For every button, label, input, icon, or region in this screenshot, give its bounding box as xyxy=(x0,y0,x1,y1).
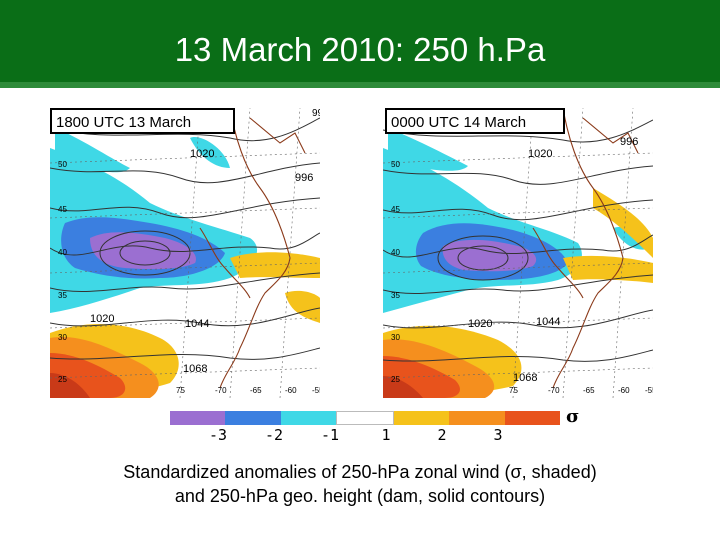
lat-label: 45 xyxy=(391,205,400,214)
lon-label: -55 xyxy=(645,386,653,395)
lon-label: 75 xyxy=(176,386,185,395)
colorbar-segment xyxy=(449,411,505,425)
lat-label: 30 xyxy=(58,333,67,342)
colorbar-tick: -2 xyxy=(264,426,284,444)
colorbar-unit-symbol: σ xyxy=(566,406,580,427)
map-right-graphic xyxy=(383,108,653,398)
lat-label: 45 xyxy=(58,205,67,214)
colorbar-tick: 3 xyxy=(493,426,503,444)
caption-line-2: and 250-hPa geo. height (dam, solid cont… xyxy=(174,486,546,506)
title-banner xyxy=(0,0,720,82)
lon-label: -55 xyxy=(312,386,320,395)
lon-label: -60 xyxy=(285,386,297,395)
height-label: 1044 xyxy=(536,316,561,328)
height-label: 1068 xyxy=(513,372,538,384)
slide-title: 13 March 2010: 250 h.Pa xyxy=(174,31,546,68)
lat-label: 30 xyxy=(391,333,400,342)
colorbar-tick: 2 xyxy=(437,426,447,444)
height-label: 996 xyxy=(295,172,314,184)
lat-label: 40 xyxy=(58,248,67,257)
height-label: 1020 xyxy=(528,148,553,160)
colorbar-tick: 1 xyxy=(381,426,391,444)
title-banner-rule xyxy=(0,82,720,88)
map-left-graphic xyxy=(50,108,320,398)
lon-label: -70 xyxy=(215,386,227,395)
panel-label-right: 0000 UTC 14 March xyxy=(385,108,565,134)
map-panel-left: 996 1020 996 1020 1044 1068 50 45 40 35 … xyxy=(50,108,320,398)
lat-label: 50 xyxy=(58,160,67,169)
height-label: 1020 xyxy=(190,148,215,160)
lon-label: -65 xyxy=(250,386,262,395)
lat-label: 25 xyxy=(391,375,400,384)
lat-label: 35 xyxy=(391,291,400,300)
height-label: 1020 xyxy=(468,318,493,330)
colorbar-segment xyxy=(504,411,560,425)
colorbar-tick: -1 xyxy=(320,426,340,444)
panel-label-left: 1800 UTC 13 March xyxy=(50,108,235,134)
colorbar-segment xyxy=(170,411,226,425)
caption-line-1: Standardized anomalies of 250-hPa zonal … xyxy=(123,462,597,482)
height-label: 1068 xyxy=(183,363,208,375)
height-label: 1020 xyxy=(90,313,115,325)
lon-label: -60 xyxy=(618,386,630,395)
colorbar-segment xyxy=(280,411,337,425)
height-label: 996 xyxy=(312,108,320,119)
lat-label: 50 xyxy=(391,160,400,169)
height-label: 996 xyxy=(620,136,639,148)
lat-label: 35 xyxy=(58,291,67,300)
colorbar-segment xyxy=(225,411,281,425)
lat-label: 25 xyxy=(58,375,67,384)
lon-label: -65 xyxy=(583,386,595,395)
lon-label: 75 xyxy=(509,386,518,395)
colorbar-tick: -3 xyxy=(208,426,228,444)
colorbar xyxy=(170,411,560,425)
lon-label: -70 xyxy=(548,386,560,395)
map-panel-right: 996 1020 1020 1044 1068 50 45 40 35 30 2… xyxy=(383,108,653,398)
colorbar-segment xyxy=(336,411,394,425)
lat-label: 40 xyxy=(391,248,400,257)
height-label: 1044 xyxy=(185,318,210,330)
caption: Standardized anomalies of 250-hPa zonal … xyxy=(40,460,680,508)
colorbar-segment xyxy=(393,411,450,425)
